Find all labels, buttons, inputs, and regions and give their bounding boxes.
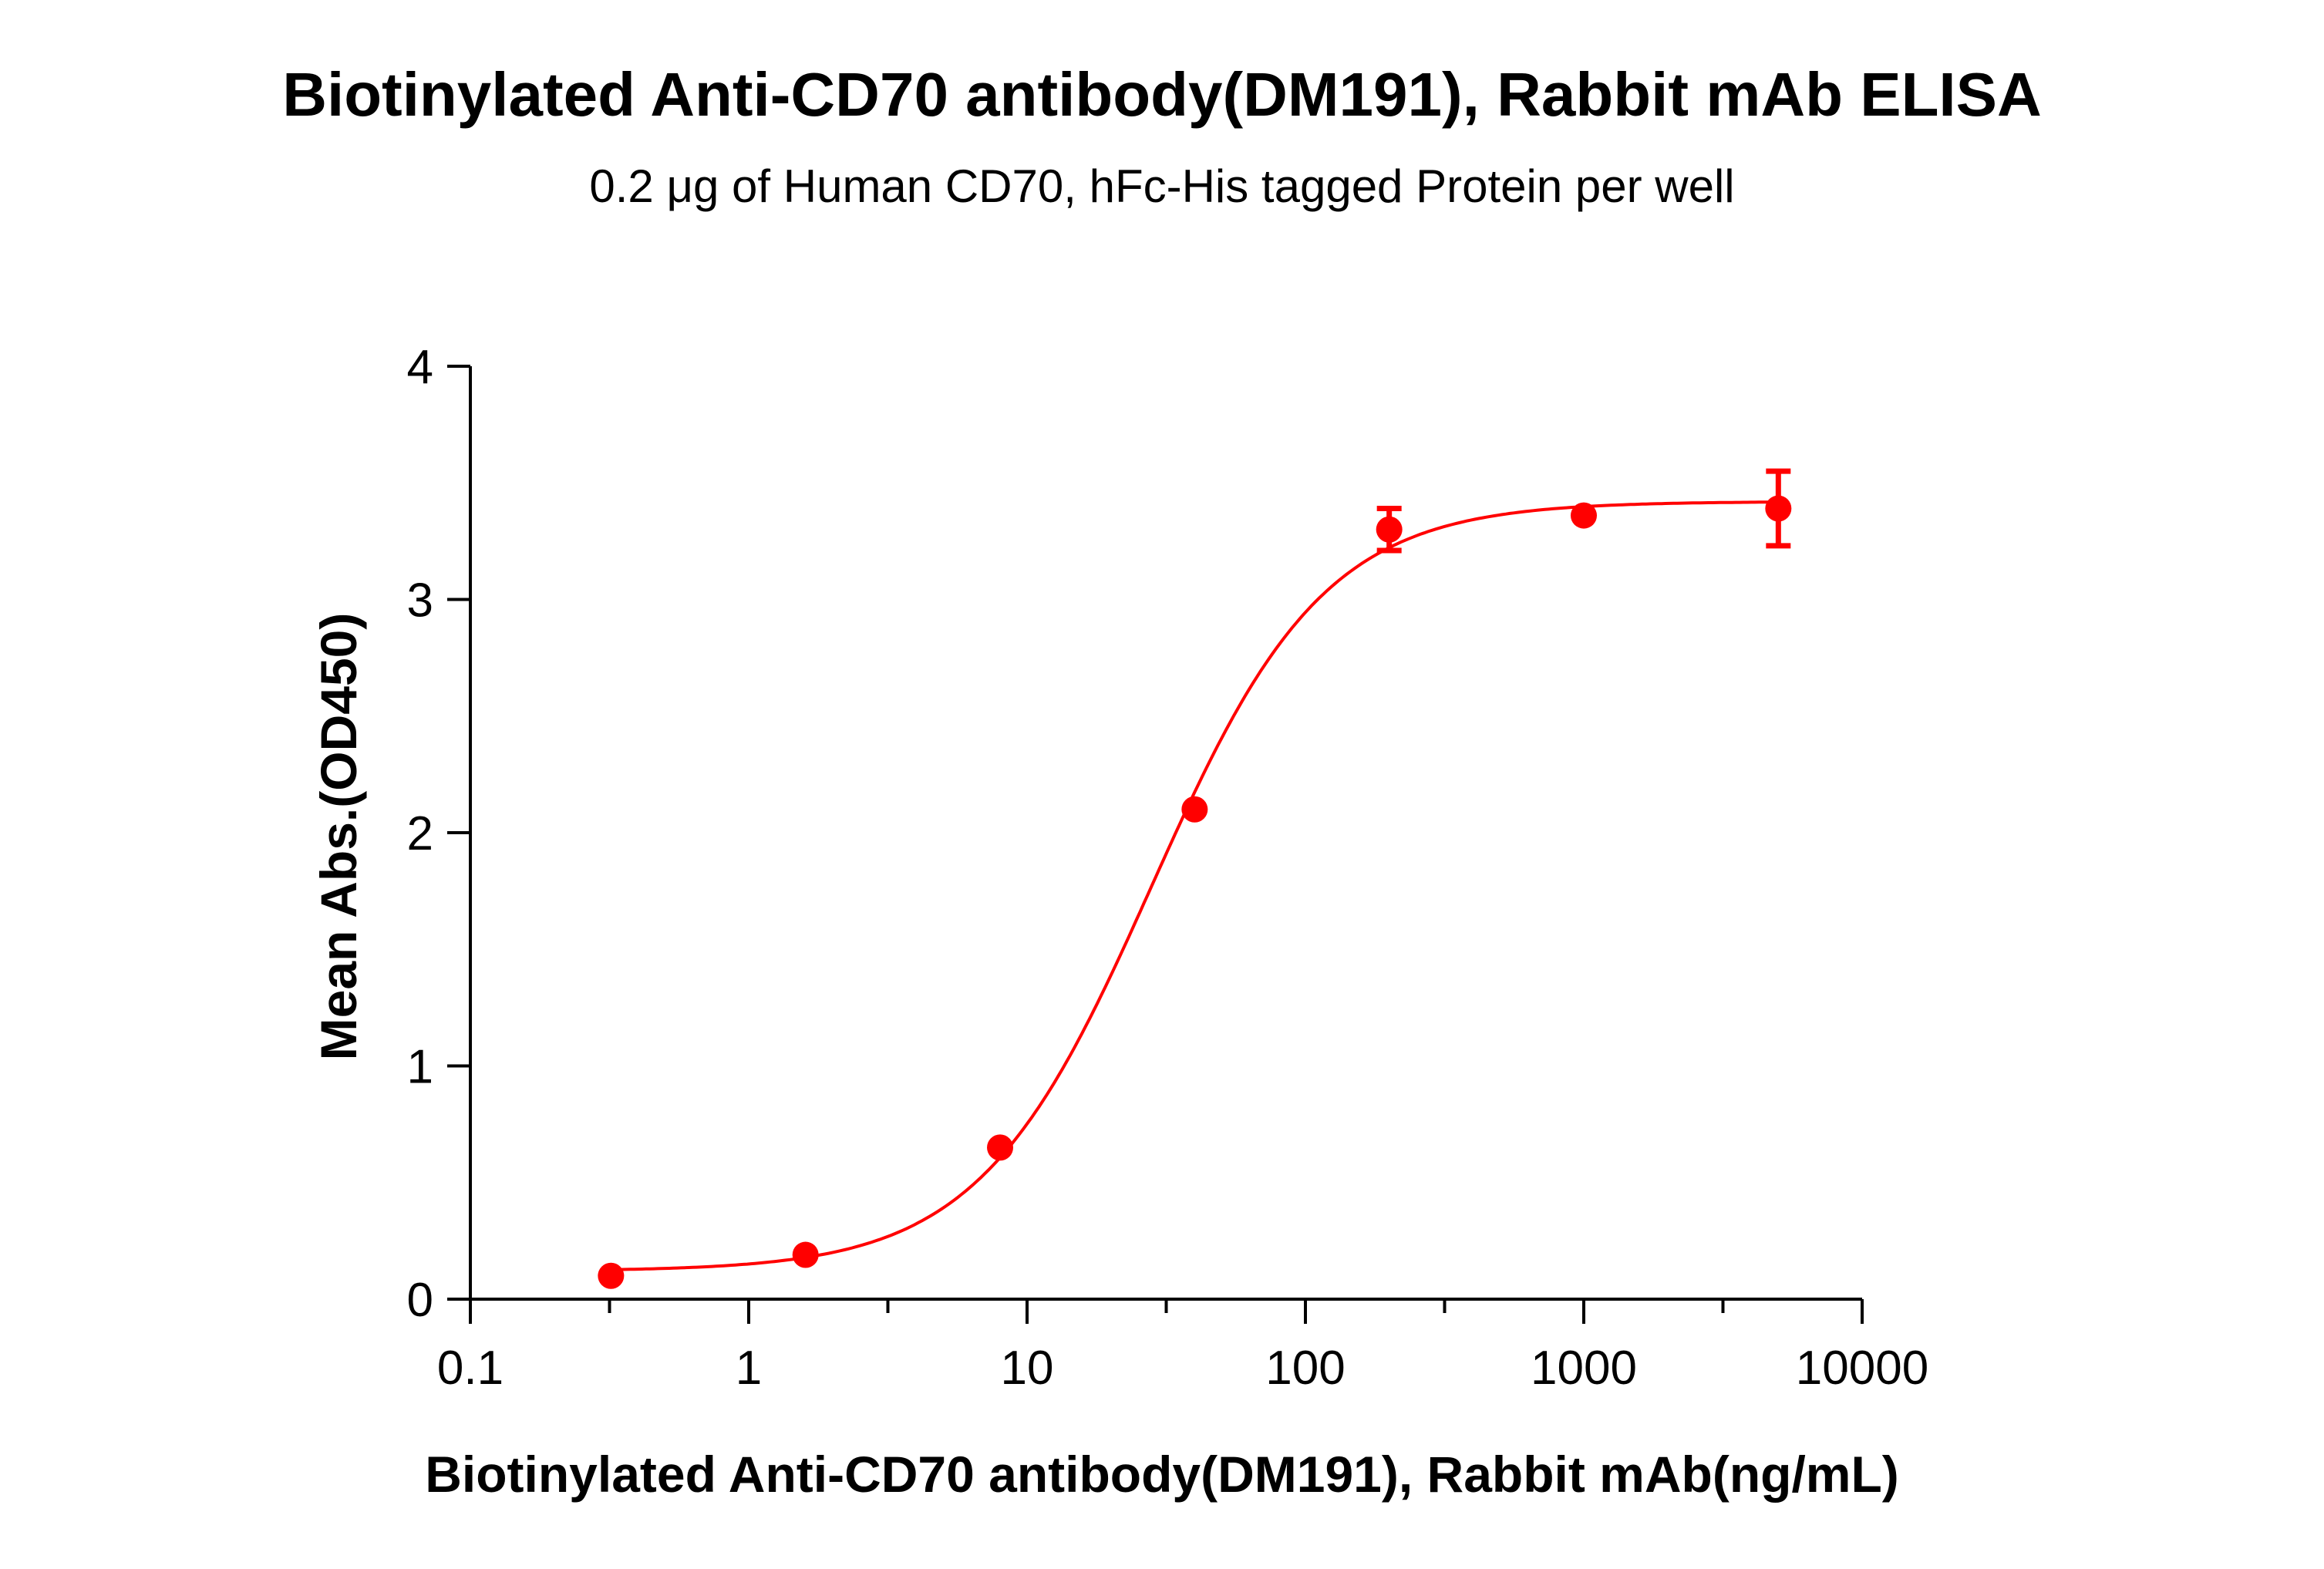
x-tick-label: 100 — [1265, 1342, 1345, 1395]
data-point — [1376, 516, 1403, 543]
data-point — [1181, 796, 1208, 823]
chart-title: Biotinylated Anti-CD70 antibody(DM191), … — [282, 60, 2042, 129]
y-tick-label: 2 — [407, 807, 433, 860]
data-points-layer — [598, 495, 1792, 1289]
x-axis-ticks: 0.1 1 10 100 1000 10000 — [437, 1299, 1928, 1395]
y-axis-label: Mean Abs.(OD450) — [310, 613, 367, 1061]
y-tick-label: 4 — [407, 341, 433, 394]
chart-subtitle: 0.2 μg of Human CD70, hFc-His tagged Pro… — [589, 160, 1734, 212]
data-point — [1571, 502, 1597, 529]
data-point — [987, 1134, 1014, 1161]
x-axis-label: Biotinylated Anti-CD70 antibody(DM191), … — [425, 1446, 1899, 1503]
data-point — [792, 1241, 819, 1268]
x-tick-label: 10000 — [1796, 1342, 1928, 1395]
data-point — [598, 1262, 625, 1289]
data-point — [1765, 495, 1792, 522]
y-tick-label: 3 — [407, 574, 433, 628]
y-tick-label: 1 — [407, 1041, 433, 1094]
y-axis-ticks: 0 1 2 3 4 — [407, 341, 470, 1327]
x-tick-label: 0.1 — [437, 1342, 504, 1395]
x-tick-label: 1 — [736, 1342, 762, 1395]
x-tick-label: 10 — [1001, 1342, 1054, 1395]
x-tick-label: 1000 — [1531, 1342, 1637, 1395]
y-tick-label: 0 — [407, 1274, 433, 1327]
